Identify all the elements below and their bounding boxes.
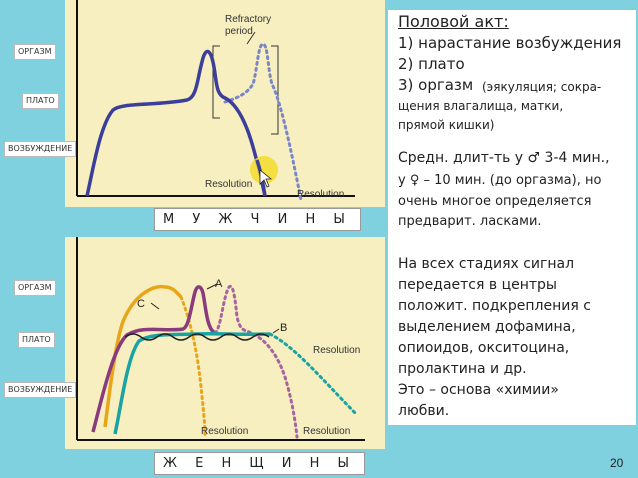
female-plateau-label: ПЛАТО [18, 332, 55, 348]
female-curve-b [113, 331, 271, 435]
signal-line-2: передается в центры [398, 277, 557, 293]
male-chart-panel: Refractory period Resolution Resolution [65, 0, 385, 207]
duration-line-3: очень многое определяется [398, 194, 592, 209]
signal-line-4: выделением дофамина, [398, 319, 576, 335]
male-orgasm-label: ОРГАЗМ [14, 44, 56, 60]
duration-line-2: у ♀ – 10 мин. (до оргазма), но [398, 173, 602, 188]
pointer-b [272, 328, 280, 334]
pointer-a [206, 283, 218, 290]
female-resolution-label-right: Resolution [313, 345, 360, 356]
male-plateau-label: ПЛАТО [22, 93, 59, 109]
male-dotted-curve [223, 42, 303, 202]
male-curve [85, 49, 267, 197]
signal-line-6: пролактина и др. [398, 361, 527, 377]
female-resolution-label-bottom-1: Resolution [201, 426, 248, 437]
duration-line-4: предварит. ласками. [398, 214, 542, 229]
period-label: period [225, 26, 253, 37]
female-curve-c [103, 284, 183, 428]
orgasm-detail-2: щения влагалища, матки, [398, 99, 564, 113]
page-number: 20 [610, 456, 624, 470]
orgasm-detail-1: (эякуляция; сокра- [482, 80, 602, 94]
female-curve-a-dotted [213, 284, 299, 439]
male-resolution-label-2: Resolution [297, 189, 344, 200]
label-b: B [280, 322, 287, 334]
pointer-c [150, 302, 160, 310]
signal-line-1: На всех стадиях сигнал [398, 256, 575, 272]
stage-item-1: 1) нарастание возбуждения [398, 34, 622, 52]
female-plateau-wave [124, 333, 270, 341]
female-chart: A B C Resolution Resolution Resolution [76, 237, 365, 441]
stage-item-2: 2) плато [398, 55, 465, 73]
male-caption: М У Ж Ч И Н Ы [154, 208, 361, 231]
mouse-cursor-icon [259, 169, 273, 188]
refractory-bracket-left [212, 45, 220, 119]
duration-line-1: Средн. длит-ть у ♂ 3-4 мин., [398, 150, 610, 166]
signal-line-5: опиоидов, окситоцина, [398, 340, 570, 356]
male-resolution-label-1: Resolution [205, 179, 252, 190]
refractory-pointer [246, 31, 256, 45]
refractory-bracket-right [271, 45, 279, 135]
stage-item-3: 3) оргазм [398, 76, 474, 94]
female-caption: Ж Е Н Щ И Н Ы [154, 452, 365, 475]
female-excitement-label: ВОЗБУЖДЕНИЕ [4, 382, 77, 398]
signal-line-8: любви. [398, 403, 450, 419]
female-resolution-label-bottom-2: Resolution [303, 426, 350, 437]
refractory-label: Refractory [225, 14, 271, 25]
male-chart: Refractory period Resolution Resolution [76, 0, 355, 202]
male-excitement-label: ВОЗБУЖДЕНИЕ [4, 141, 77, 157]
female-curve-a [91, 285, 217, 433]
female-curve-b-dotted [268, 332, 359, 417]
text-panel: Половой акт: 1) нарастание возбуждения 2… [388, 10, 636, 425]
signal-line-3: положит. подкрепления с [398, 298, 591, 314]
female-chart-panel: A B C Resolution Resolution Resolution [65, 237, 385, 449]
female-curve-c-resolution [179, 295, 207, 439]
label-a: A [215, 278, 223, 290]
signal-line-7: Это – основа «химии» [398, 382, 559, 398]
text-heading: Половой акт: [398, 12, 509, 31]
orgasm-detail-3: прямой кишки) [398, 118, 495, 132]
female-orgasm-label: ОРГАЗМ [14, 280, 56, 296]
label-c: C [137, 298, 145, 310]
